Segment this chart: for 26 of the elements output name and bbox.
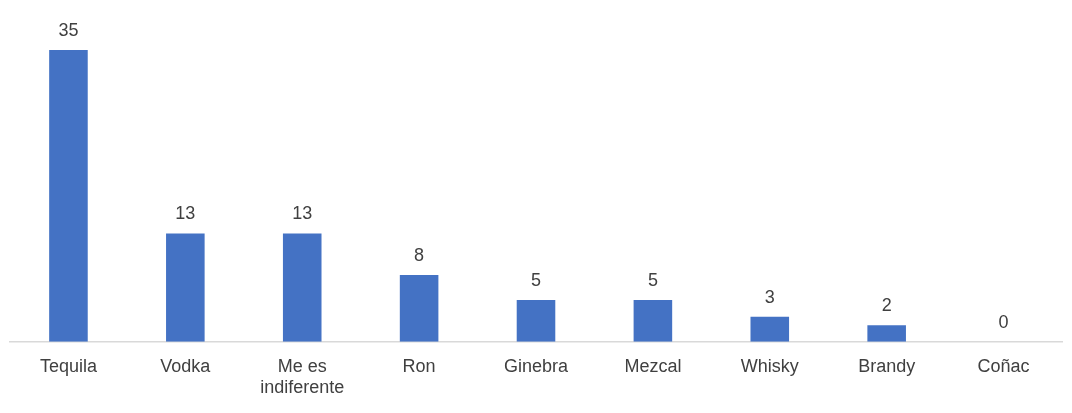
- x-tick-label: Me es indiferente: [260, 355, 345, 398]
- data-label: 35: [58, 19, 79, 40]
- data-label: 8: [414, 245, 425, 266]
- data-label: 0: [998, 311, 1009, 332]
- data-label: 13: [292, 203, 313, 224]
- data-label: 3: [764, 286, 775, 307]
- bar: [399, 275, 439, 342]
- data-label: 13: [175, 203, 196, 224]
- bar: [282, 233, 322, 342]
- bar: [750, 316, 790, 342]
- bar: [867, 325, 906, 342]
- x-tick-label: Coñac: [977, 355, 1030, 376]
- x-tick-label: Tequila: [39, 355, 98, 376]
- data-label: 5: [530, 270, 542, 291]
- bar: [166, 233, 205, 342]
- bar: [49, 50, 88, 342]
- x-tick-label: Brandy: [858, 355, 916, 376]
- x-tick-label: Ron: [402, 355, 436, 376]
- data-label: 5: [647, 270, 658, 291]
- x-tick-label: Ginebra: [503, 355, 569, 376]
- bar: [633, 300, 673, 342]
- x-tick-label: Whisky: [740, 355, 799, 376]
- x-tick-label: Mezcal: [624, 355, 682, 376]
- data-label: 2: [881, 295, 892, 316]
- bar: [516, 300, 556, 342]
- x-tick-label: Vodka: [160, 355, 212, 376]
